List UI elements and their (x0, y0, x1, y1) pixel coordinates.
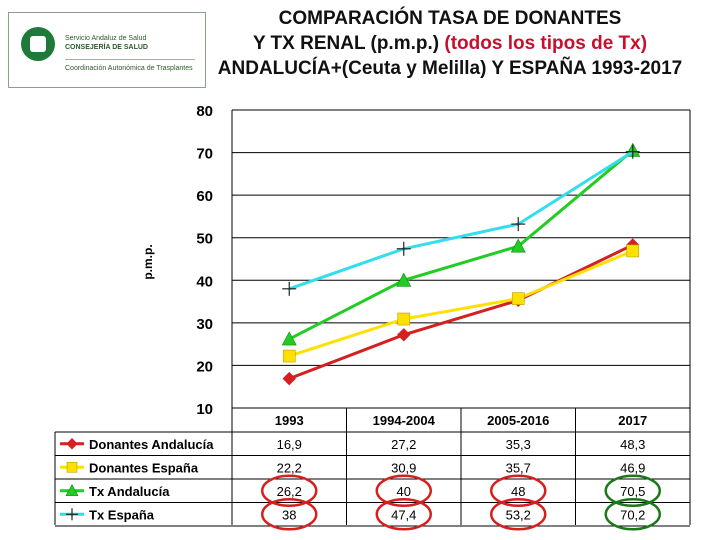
andalucia-emblem-icon (21, 27, 55, 61)
y-tick-label: 80 (196, 103, 213, 120)
highlight-circle (261, 474, 318, 507)
series-line (288, 243, 634, 381)
x-tick-label: 1993 (275, 413, 304, 428)
logo-line-1: Servicio Andaluz de Salud (65, 35, 147, 42)
title-line-3: ANDALUCÍA+(Ceuta y Melilla) Y ESPAÑA 199… (217, 58, 683, 79)
legend-label: Tx España (89, 507, 155, 522)
title-line-1: COMPARACIÓN TASA DE DONANTES (278, 8, 622, 29)
logo: Servicio Andaluz de Salud CONSEJERÍA DE … (8, 12, 206, 88)
highlight-circle (375, 474, 432, 507)
highlight-circle (604, 498, 661, 531)
title-line-2: Y TX RENAL (p.m.p.) (todos los tipos de … (200, 31, 720, 56)
table-value: 35,7 (506, 460, 531, 475)
table-value: 40 (397, 484, 411, 499)
data-point (281, 331, 297, 346)
data-point (396, 272, 412, 287)
logo-line-2: CONSEJERÍA DE SALUD (65, 44, 148, 51)
highlight-circle (490, 474, 547, 507)
legend-label: Tx Andalucía (89, 484, 170, 499)
y-axis-label: p.m.p. (141, 244, 155, 279)
series-line (288, 149, 634, 341)
data-point (397, 328, 411, 342)
table-value: 27,2 (391, 437, 416, 452)
x-tick-label: 1994-2004 (373, 413, 436, 428)
table-value: 26,2 (277, 484, 302, 499)
highlight-circle (604, 474, 661, 507)
series-line (288, 150, 634, 291)
highlight-circle (261, 498, 318, 531)
highlight-circle (375, 498, 432, 531)
table-value: 47,4 (391, 507, 416, 522)
table-value: 46,9 (620, 460, 645, 475)
data-point (626, 244, 640, 258)
data-point (282, 349, 296, 363)
table-value: 70,2 (620, 507, 645, 522)
table-value: 53,2 (506, 507, 531, 522)
series-line (288, 249, 634, 358)
data-point (511, 292, 525, 305)
data-point (282, 371, 296, 386)
y-tick-label: 10 (196, 401, 213, 418)
title-block: COMPARACIÓN TASA DE DONANTES Y TX RENAL … (200, 0, 720, 90)
y-tick-label: 40 (196, 273, 213, 290)
page-title: COMPARACIÓN TASA DE DONANTES Y TX RENAL … (200, 6, 720, 81)
y-tick-label: 60 (196, 188, 213, 205)
logo-line-3: Coordinación Autonómica de Trasplantes (65, 65, 193, 72)
legend-label: Donantes Andalucía (89, 437, 214, 452)
y-tick-label: 70 (196, 146, 213, 163)
table-value: 38 (282, 507, 296, 522)
data-point (510, 238, 526, 253)
logo-divider (65, 59, 195, 60)
y-tick-label: 30 (196, 316, 213, 333)
table-value: 16,9 (277, 437, 302, 452)
legend-marker (65, 484, 79, 497)
x-tick-label: 2017 (618, 413, 647, 428)
highlight-circle (490, 498, 547, 531)
table-value: 30,9 (391, 460, 416, 475)
table-value: 48 (511, 484, 525, 499)
table-value: 22,2 (277, 460, 302, 475)
legend-label: Donantes España (89, 460, 199, 475)
legend-marker (66, 461, 78, 473)
legend-marker (66, 438, 78, 450)
title-line-2b: (todos los tipos de Tx) (444, 33, 648, 54)
y-tick-label: 20 (196, 358, 213, 375)
table-value: 48,3 (620, 437, 645, 452)
y-tick-label: 50 (196, 231, 213, 248)
x-tick-label: 2005-2016 (487, 413, 549, 428)
title-line-2a: Y TX RENAL (p.m.p.) (252, 33, 445, 54)
data-point (397, 312, 411, 326)
table-value: 35,3 (506, 437, 531, 452)
table-value: 70,5 (620, 484, 645, 499)
